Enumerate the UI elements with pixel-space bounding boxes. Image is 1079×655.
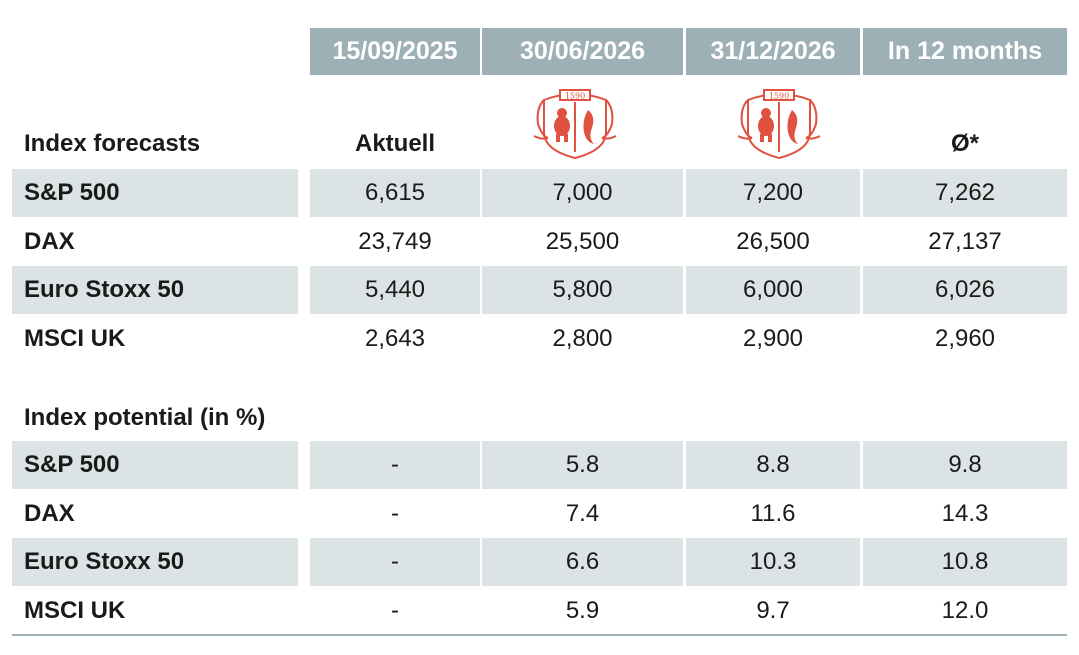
value-cell: 7,000	[482, 169, 683, 217]
row-label: DAX	[24, 228, 75, 255]
value-cell: 5,440	[310, 266, 480, 314]
value-cell: 12.0	[941, 597, 989, 624]
row-label: DAX	[24, 500, 75, 527]
row-label: MSCI UK	[24, 325, 126, 352]
table-row: S&P 500 6,615 7,000 7,200 7,262	[12, 169, 1067, 217]
column-header-mid-2026: 30/06/2026	[482, 28, 683, 75]
current-label: Aktuell	[354, 130, 435, 157]
value-cell: 2,900	[742, 325, 804, 352]
table-row: S&P 500 - 5.8 8.8 9.8	[12, 441, 1067, 489]
value-cell: 14.3	[941, 500, 989, 527]
table-row: DAX 23,749 25,500 26,500 27,137	[12, 218, 1067, 266]
value-cell: 9.7	[756, 597, 790, 624]
row-label: Euro Stoxx 50	[12, 538, 298, 586]
row-label: Euro Stoxx 50	[12, 266, 298, 314]
value-cell: 27,137	[928, 228, 1002, 255]
row-label: S&P 500	[12, 441, 298, 489]
table-row: MSCI UK - 5.9 9.7 12.0	[12, 587, 1067, 635]
potential-section-title: Index potential (in %)	[24, 404, 266, 431]
coat-of-arms-logo: 1590	[533, 89, 617, 160]
table-row: Euro Stoxx 50 5,440 5,800 6,000 6,026	[12, 266, 1067, 314]
value-cell: 6,615	[310, 169, 480, 217]
value-cell: 7.4	[565, 500, 600, 527]
value-cell: 9.8	[863, 441, 1067, 489]
value-cell: -	[310, 441, 480, 489]
value-cell: 2,960	[934, 325, 996, 352]
value-cell: 23,749	[358, 228, 432, 255]
value-cell: -	[310, 538, 480, 586]
value-cell: 5.8	[482, 441, 683, 489]
value-cell: 6,026	[863, 266, 1067, 314]
forecasts-section-title: Index forecasts	[24, 130, 201, 157]
value-cell: -	[391, 500, 399, 527]
table-row: Euro Stoxx 50 - 6.6 10.3 10.8	[12, 538, 1067, 586]
coat-of-arms-logo: 1590	[737, 89, 821, 160]
logo-year: 1590	[565, 92, 585, 101]
column-header-current-date: 15/09/2025	[310, 28, 480, 75]
table-row: DAX - 7.4 11.6 14.3	[12, 490, 1067, 538]
value-cell: 6,000	[686, 266, 860, 314]
value-cell: 7,200	[686, 169, 860, 217]
value-cell: 10.3	[686, 538, 860, 586]
value-cell: 8.8	[686, 441, 860, 489]
row-label: MSCI UK	[24, 597, 126, 624]
column-header-end-2026: 31/12/2026	[686, 28, 860, 75]
average-label: Ø*	[950, 130, 979, 157]
column-header-12-months: In 12 months	[863, 28, 1067, 75]
value-cell: 5.9	[565, 597, 600, 624]
value-cell: 2,800	[552, 325, 613, 352]
value-cell: 2,643	[364, 325, 426, 352]
value-cell: -	[391, 597, 399, 624]
table-bottom-rule	[12, 634, 1067, 636]
row-label: S&P 500	[12, 169, 298, 217]
value-cell: 7,262	[863, 169, 1067, 217]
value-cell: 26,500	[736, 228, 810, 255]
value-cell: 10.8	[863, 538, 1067, 586]
value-cell: 11.6	[750, 500, 796, 527]
value-cell: 6.6	[482, 538, 683, 586]
value-cell: 25,500	[545, 228, 620, 255]
logo-year: 1590	[769, 92, 789, 101]
table-row: MSCI UK 2,643 2,800 2,900 2,960	[12, 315, 1067, 363]
value-cell: 5,800	[482, 266, 683, 314]
